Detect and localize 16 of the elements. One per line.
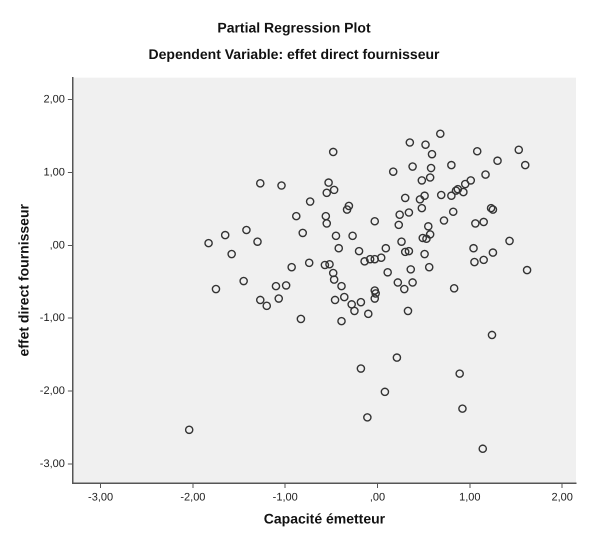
x-tick-label: ,00 [370,492,386,504]
y-axis-title: effet direct fournisseur [15,204,32,357]
chart-title: Partial Regression Plot [217,19,371,36]
x-tick-label: -3,00 [88,492,114,504]
x-tick-label: 1,00 [459,492,481,504]
y-tick-label: -3,00 [40,458,65,470]
y-tick-label: -2,00 [40,385,65,398]
x-axis-title: Capacité émetteur [264,510,386,526]
x-tick-label: 2,00 [551,492,573,504]
x-tick-label: -1,00 [272,492,298,504]
y-tick-label: ,00 [50,239,65,252]
y-tick-label: -1,00 [40,312,65,324]
chart-subtitle: Dependent Variable: effet direct fournisseur [148,46,440,62]
y-tick-label: 1,00 [43,166,65,178]
x-tick-label: -2,00 [180,492,206,504]
y-tick-label: 2,00 [43,94,65,106]
